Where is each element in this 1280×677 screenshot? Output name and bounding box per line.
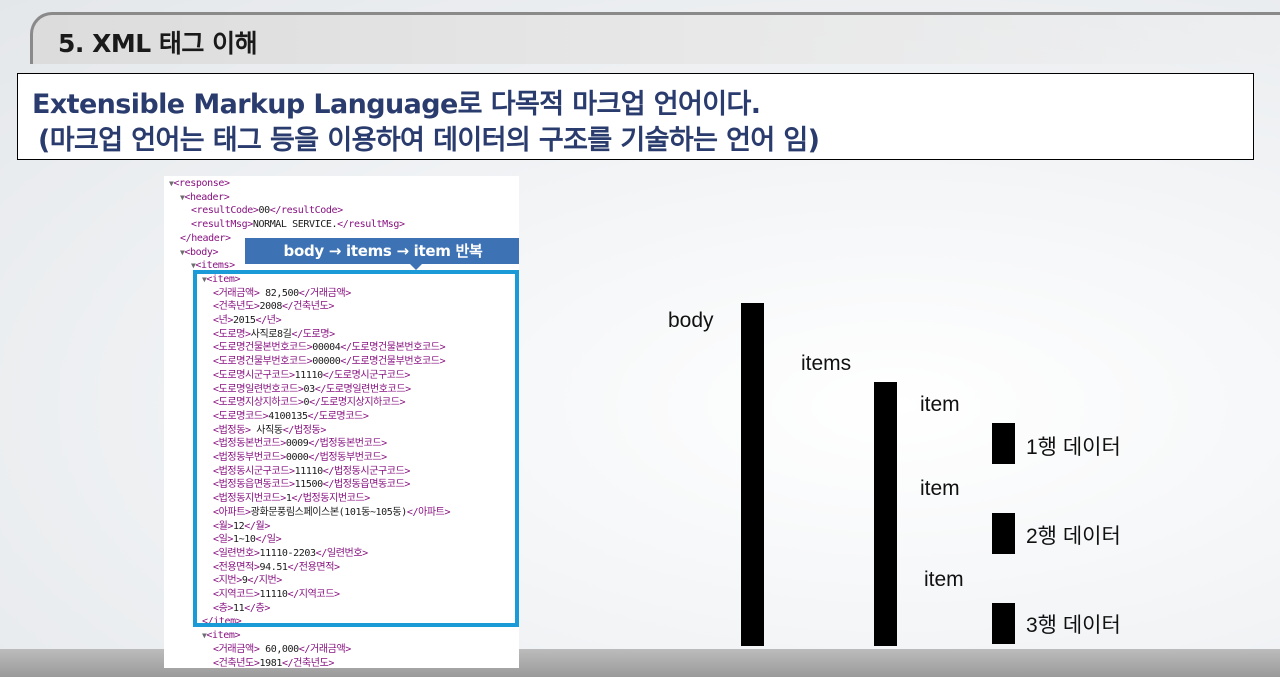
body-label: body xyxy=(668,309,714,332)
xml-line: <도로명시군구코드>11110</도로명시군구코드> xyxy=(213,369,411,381)
row-label: 2행 데이터 xyxy=(1026,525,1121,548)
xml-line: <도로명건물부번호코드>00000</도로명건물부번호코드> xyxy=(213,356,446,368)
xml-line: </header> xyxy=(180,232,231,244)
xml-line: <도로명코드>4100135</도로명코드> xyxy=(213,410,369,422)
row-bar xyxy=(992,513,1015,554)
xml-line: <도로명>사직로8길</도로명> xyxy=(213,328,335,340)
xml-line: <도로명건물본번호코드>00004</도로명건물본번호코드> xyxy=(213,342,446,354)
xml-line: <일련번호>11110-2203</일련번호> xyxy=(213,547,368,559)
xml-line: <아파트>광화문풍림스페이스본(101동~105동)</아파트> xyxy=(213,506,451,518)
row-label: 3행 데이터 xyxy=(1026,614,1121,637)
xml-line: <법정동본번코드>0009</법정동본번코드> xyxy=(213,438,387,450)
xml-line: <법정동시군구코드>11110</법정동시군구코드> xyxy=(213,465,411,477)
expand-triangle-icon[interactable]: ▼ xyxy=(202,274,207,284)
row-bar xyxy=(992,603,1015,644)
xml-line[interactable]: ▼<body> xyxy=(180,246,219,258)
xml-line: <지번>9</지번> xyxy=(213,575,282,587)
expand-triangle-icon[interactable]: ▼ xyxy=(191,261,196,271)
item-label: item xyxy=(924,568,964,591)
xml-line[interactable]: ▼<response> xyxy=(169,178,230,189)
xml-line[interactable]: ▼<item> xyxy=(202,273,241,285)
xml-line: <거래금액> 82,500</거래금액> xyxy=(213,287,351,299)
section-title: 5. XML 태그 이해 xyxy=(58,29,258,58)
xml-line: <층>11</층> xyxy=(213,602,270,614)
xml-line: <resultMsg>NORMAL SERVICE.</resultMsg> xyxy=(191,219,405,231)
expand-triangle-icon[interactable]: ▼ xyxy=(169,179,174,188)
row-label: 1행 데이터 xyxy=(1026,436,1121,459)
xml-line: <월>12</월> xyxy=(213,520,270,532)
xml-tree-panel: <건축년도>1981</건축년도> <거래금액> 60,000</거래금액> ▼<i… xyxy=(164,176,519,668)
item-highlight-box xyxy=(193,270,519,627)
xml-line: <건축년도>1981</건축년도> xyxy=(213,657,334,669)
xml-line: <일>1~10</일> xyxy=(213,534,282,546)
section-header xyxy=(30,12,1280,64)
expand-triangle-icon[interactable]: ▼ xyxy=(202,631,207,641)
xml-line: <법정동지번코드>1</법정동지번코드> xyxy=(213,493,370,505)
xml-line[interactable]: ▼<item> xyxy=(202,630,241,642)
row-bar xyxy=(992,423,1015,464)
definition-line-1: Extensible Markup Language로 다목적 마크업 언어이다… xyxy=(32,89,761,120)
xml-line: <건축년도>2008</건축년도> xyxy=(213,301,334,313)
items-bar xyxy=(874,382,897,646)
items-label: items xyxy=(801,352,852,375)
xml-line: <도로명일련번호코드>03</도로명일련번호코드> xyxy=(213,383,411,395)
item-label: item xyxy=(920,477,960,500)
expand-triangle-icon[interactable]: ▼ xyxy=(180,192,185,202)
expand-triangle-icon[interactable]: ▼ xyxy=(180,247,185,257)
repeat-banner: body → items → item 반복 xyxy=(245,238,519,264)
banner-arrow xyxy=(409,263,423,270)
xml-line: <년>2015</년> xyxy=(213,315,282,326)
definition-box: Extensible Markup Language로 다목적 마크업 언어이다… xyxy=(17,73,1254,160)
body-bar xyxy=(741,303,764,646)
xml-line: <resultCode>00</resultCode> xyxy=(191,205,343,217)
item-label: item xyxy=(920,393,960,416)
xml-line: <법정동읍면동코드>11500</법정동읍면동코드> xyxy=(213,479,411,491)
xml-line[interactable]: ▼<items> xyxy=(191,260,235,272)
xml-line: <지역코드>11110</지역코드> xyxy=(213,589,340,600)
xml-line: <거래금액> 60,000</거래금액> xyxy=(213,643,351,655)
xml-line: <법정동> 사직동</법정동> xyxy=(213,424,326,436)
definition-line-2: (마크업 언어는 태그 등을 이용하여 데이터의 구조를 기술하는 언어 임) xyxy=(38,125,820,156)
xml-line: <법정동부번코드>0000</법정동부번코드> xyxy=(213,452,387,463)
xml-line: </item> xyxy=(202,616,242,628)
xml-line: <전용면적>94.51</전용면적> xyxy=(213,561,340,573)
xml-line: <도로명지상지하코드>0</도로명지상지하코드> xyxy=(213,397,406,409)
xml-line[interactable]: ▼<header> xyxy=(180,191,230,203)
